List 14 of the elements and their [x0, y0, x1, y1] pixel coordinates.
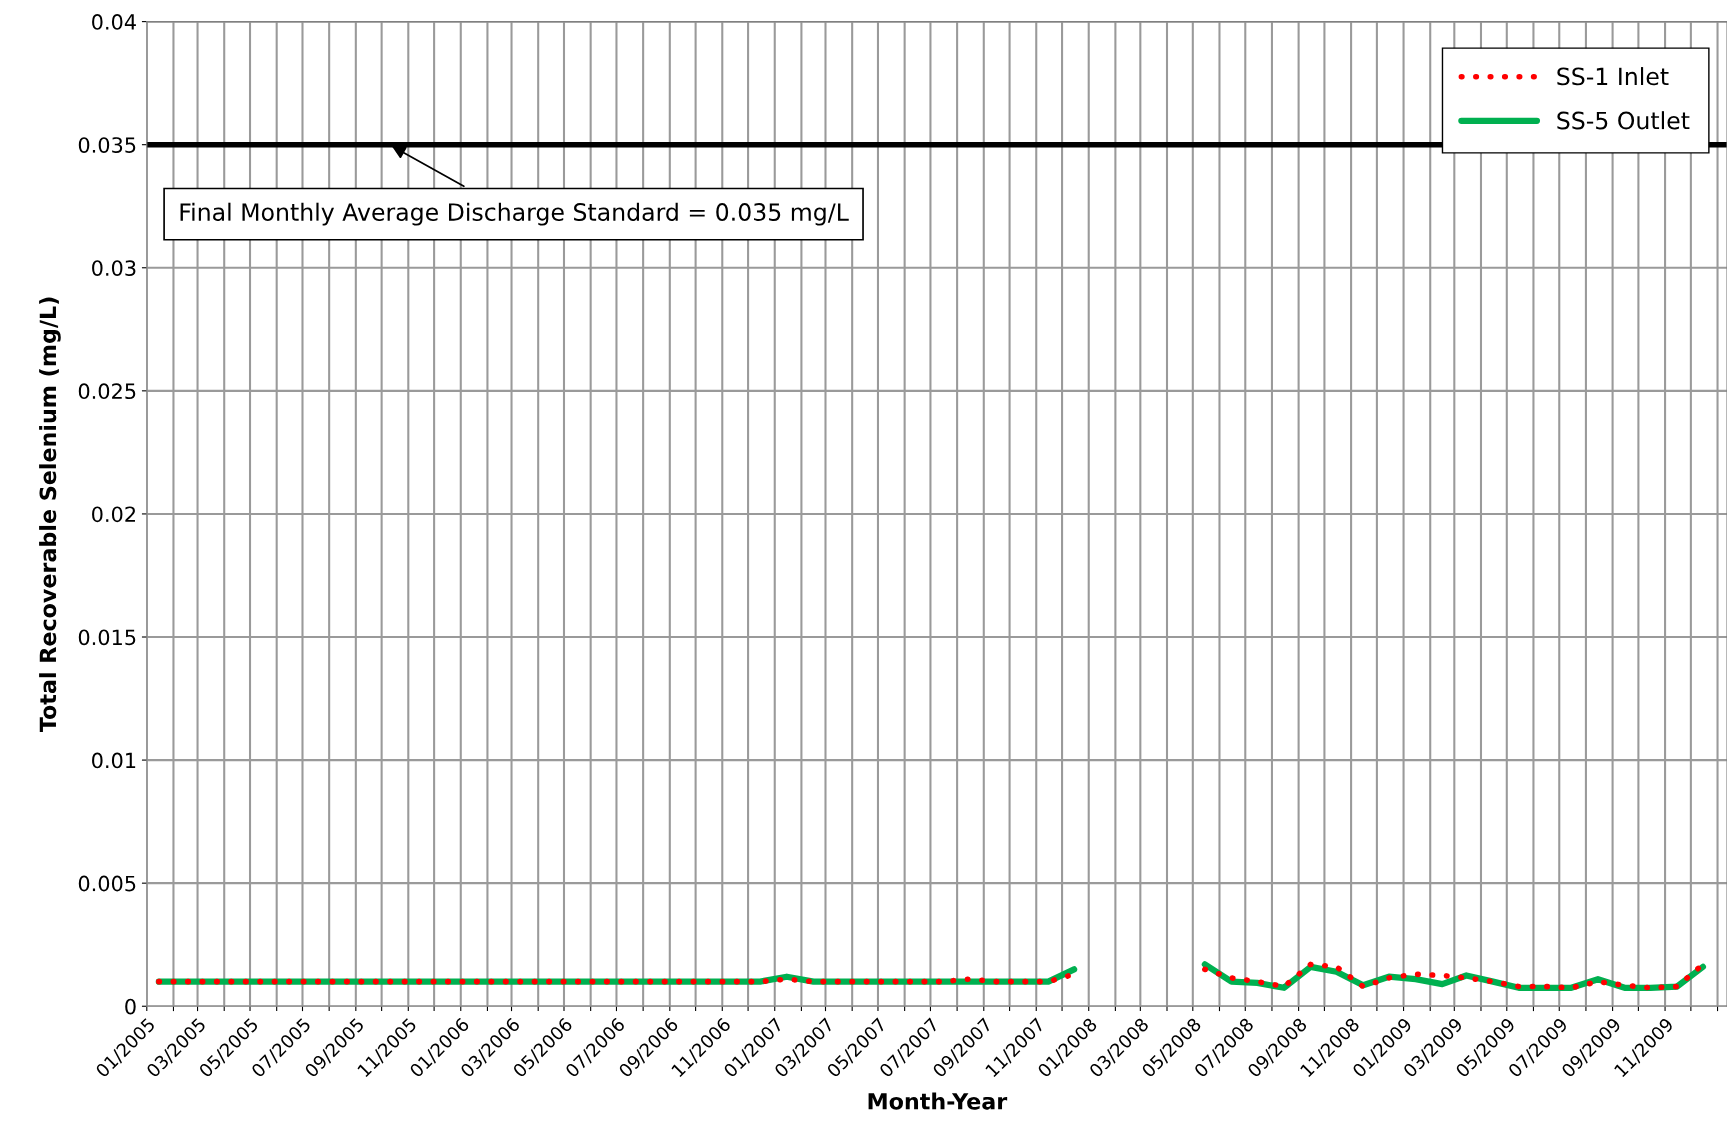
y-tick-label: 0.005 [78, 875, 136, 892]
y-tick-label: 0.04 [92, 14, 136, 30]
y-tick-label: 0.02 [92, 506, 135, 523]
y-tick-label: 0.035 [78, 137, 136, 153]
x-axis-title: Month-Year [868, 1092, 1008, 1110]
y-tick-label: 0.015 [78, 629, 136, 646]
y-tick-label: 0.025 [78, 383, 136, 400]
y-tick-label: 0.03 [92, 260, 136, 276]
y-axis-title: Total Recoverable Selenium (mg/L) [39, 297, 61, 733]
y-tick-label: 0.01 [92, 752, 136, 769]
y-tick-label: 0 [125, 998, 136, 1015]
annotation: Final Monthly Average Discharge Standard = 0.035 mg/L [180, 202, 849, 226]
legend-label: SS-5 Outlet [1557, 111, 1690, 130]
legend-label: SS-1 Inlet [1557, 67, 1669, 86]
